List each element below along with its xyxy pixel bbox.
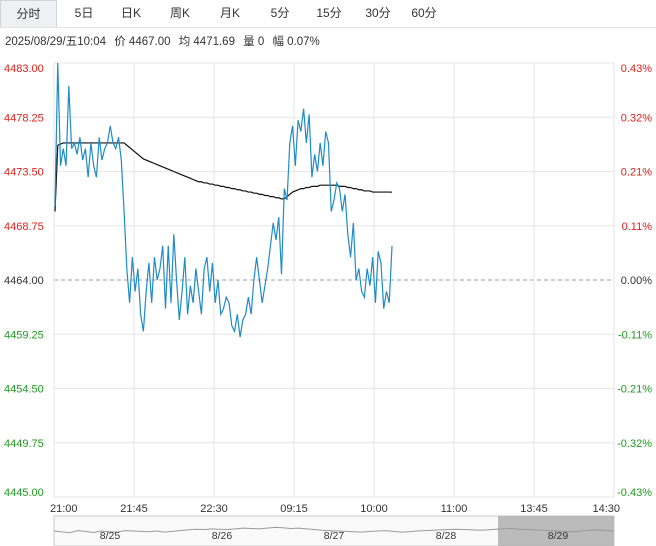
time-tick-label: 21:00 — [50, 503, 78, 515]
percent-axis: 0.43% 0.32% 0.21% 0.11% 0.00% -0.11% -0.21% -0.… — [617, 63, 652, 499]
price-tick-label: 4483.00 — [4, 63, 44, 75]
price-tick-label: 4468.75 — [4, 221, 44, 233]
navigator-date-label: 8/27 — [324, 530, 345, 542]
tab-5-day[interactable]: 5日 — [74, 6, 94, 20]
tab-daily-k[interactable]: 日K — [120, 6, 141, 20]
chart-grid — [53, 62, 615, 498]
percent-tick-label: -0.43% — [617, 487, 652, 499]
time-tick-label: 14:30 — [592, 503, 620, 515]
price-tick-label: 4459.25 — [4, 329, 44, 341]
quote-volume: 量 0 — [243, 36, 265, 48]
navigator-mini-line — [53, 526, 615, 534]
price-axis: 4483.00 4478.25 4473.50 4468.75 4464.00 4459.… — [4, 63, 44, 499]
time-tick-label: 11:00 — [441, 503, 468, 515]
quote-price: 价 4467.00 — [114, 36, 171, 48]
range-navigator[interactable]: 8/25 8/26 8/27 8/28 8/29 — [53, 515, 615, 546]
navigator-date-label: 8/26 — [212, 530, 233, 542]
price-tick-label: 4478.25 — [4, 112, 44, 124]
tab-30-min[interactable]: 30分 — [365, 6, 391, 20]
percent-tick-label: 0.00% — [621, 275, 652, 287]
price-tick-label: 4449.75 — [4, 438, 44, 450]
period-tabs: 分时 5日 日K 周K 月K 5分 15分 30分 60分 — [0, 0, 656, 28]
time-tick-label: 21:45 — [120, 503, 148, 515]
time-axis: 21:00 21:45 22:30 09:15 10:00 11:00 13:45 14:30 — [50, 503, 620, 515]
percent-tick-label: 0.32% — [621, 112, 652, 124]
quote-average: 均 4471.69 — [178, 36, 235, 48]
navigator-date-label: 8/29 — [548, 530, 569, 542]
price-tick-label: 4454.50 — [4, 384, 44, 396]
quote-info-bar: 2025/08/29/五10:04 价 4467.00 均 4471.69 量 … — [5, 33, 325, 49]
navigator-date-label: 8/25 — [100, 530, 121, 542]
percent-tick-label: 0.43% — [621, 63, 652, 75]
time-tick-label: 10:00 — [360, 503, 388, 515]
percent-tick-label: 0.11% — [622, 221, 653, 233]
tab-15-min[interactable]: 15分 — [316, 6, 342, 20]
chart-lines — [54, 62, 393, 338]
price-tick-label: 4473.50 — [4, 167, 44, 179]
tab-monthly-k[interactable]: 月K — [219, 6, 240, 20]
time-tick-label: 13:45 — [520, 503, 548, 515]
time-tick-label: 22:30 — [200, 503, 228, 515]
percent-tick-label: -0.21% — [617, 384, 652, 396]
time-tick-label: 09:15 — [280, 503, 308, 515]
percent-tick-label: -0.11% — [618, 329, 652, 341]
percent-tick-label: -0.32% — [617, 438, 652, 450]
navigator-date-label: 8/28 — [436, 530, 457, 542]
quote-change: 幅 0.07% — [272, 36, 320, 48]
price-tick-label: 4445.00 — [4, 487, 44, 499]
price-line — [54, 62, 393, 338]
tab-intraday[interactable]: 分时 — [0, 0, 57, 27]
price-tick-label: 4464.00 — [4, 275, 44, 287]
tab-60-min[interactable]: 60分 — [411, 6, 437, 20]
tab-weekly-k[interactable]: 周K — [169, 6, 190, 20]
tab-5-min[interactable]: 5分 — [270, 6, 290, 20]
percent-tick-label: 0.21% — [621, 167, 652, 179]
quote-datetime: 2025/08/29/五10:04 — [5, 36, 107, 48]
